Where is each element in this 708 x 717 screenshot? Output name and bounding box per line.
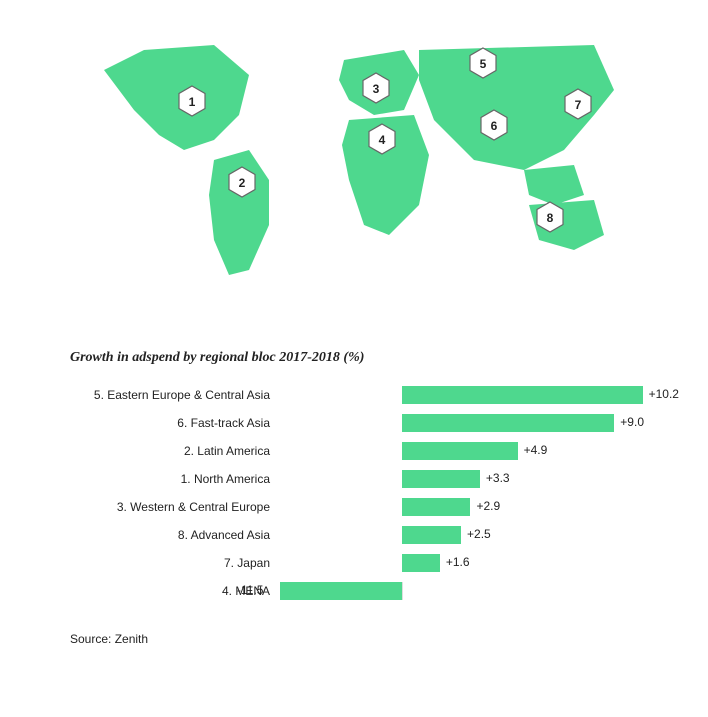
bar-track: +10.2 xyxy=(280,386,650,404)
bar-value: +2.5 xyxy=(467,527,491,541)
bar-value: +10.2 xyxy=(649,387,679,401)
bar-label: 3. Western & Central Europe xyxy=(70,500,280,514)
bar-chart: 5. Eastern Europe & Central Asia+10.26. … xyxy=(70,384,650,602)
bar-value: +1.6 xyxy=(446,555,470,569)
bar-row: 3. Western & Central Europe +2.9 xyxy=(70,496,650,518)
map-marker-1: 1 xyxy=(178,85,206,117)
zero-axis xyxy=(402,582,403,600)
marker-number: 7 xyxy=(575,98,582,112)
world-map: 1 2 3 4 5 6 7 8 xyxy=(74,20,634,290)
bar xyxy=(402,498,470,516)
marker-number: 6 xyxy=(491,119,498,133)
bar-value: +3.3 xyxy=(486,471,510,485)
map-marker-7: 7 xyxy=(564,88,592,120)
marker-number: 5 xyxy=(479,57,486,71)
bar-value: +4.9 xyxy=(524,443,548,457)
bar-label: 7. Japan xyxy=(70,556,280,570)
bar-row: 2. Latin America +4.9 xyxy=(70,440,650,462)
bar-label: 6. Fast-track Asia xyxy=(70,416,280,430)
bar-row: 4. MENA-11.5 xyxy=(70,580,650,602)
bar xyxy=(402,414,614,432)
bar-label: 2. Latin America xyxy=(70,444,280,458)
marker-number: 8 xyxy=(547,211,554,225)
continent-north-america xyxy=(104,45,249,150)
map-marker-6: 6 xyxy=(480,109,508,141)
bar xyxy=(280,582,402,600)
bar-track: +2.5 xyxy=(280,526,650,544)
bar-label: 1. North America xyxy=(70,472,280,486)
bar-row: 5. Eastern Europe & Central Asia+10.2 xyxy=(70,384,650,406)
bar-track: +3.3 xyxy=(280,470,650,488)
chart-title: Growth in adspend by regional bloc 2017-… xyxy=(70,350,708,366)
map-marker-4: 4 xyxy=(368,123,396,155)
bar xyxy=(402,442,518,460)
bar-row: 8. Advanced Asia +2.5 xyxy=(70,524,650,546)
bar-track: +1.6 xyxy=(280,554,650,572)
bar xyxy=(402,554,440,572)
bar-track: +9.0 xyxy=(280,414,650,432)
bar-track: -11.5 xyxy=(280,582,650,600)
bar-value: +2.9 xyxy=(476,499,500,513)
bar-row: 7. Japan +1.6 xyxy=(70,552,650,574)
marker-number: 1 xyxy=(188,95,195,109)
bar-value: -11.5 xyxy=(237,583,263,597)
bar-value: +9.0 xyxy=(620,415,644,429)
bar-track: +2.9 xyxy=(280,498,650,516)
bar-track: +4.9 xyxy=(280,442,650,460)
world-map-svg xyxy=(74,20,634,290)
map-marker-8: 8 xyxy=(536,201,564,233)
bar-label: 8. Advanced Asia xyxy=(70,528,280,542)
bar xyxy=(402,386,643,404)
map-marker-3: 3 xyxy=(362,72,390,104)
bar-row: 1. North America +3.3 xyxy=(70,468,650,490)
marker-number: 4 xyxy=(379,133,386,147)
source-label: Source: Zenith xyxy=(70,632,708,646)
continent-se-asia xyxy=(524,165,584,205)
map-marker-2: 2 xyxy=(228,166,256,198)
bar xyxy=(402,470,480,488)
marker-number: 3 xyxy=(373,82,380,96)
bar-row: 6. Fast-track Asia +9.0 xyxy=(70,412,650,434)
marker-number: 2 xyxy=(239,176,246,190)
map-marker-5: 5 xyxy=(469,47,497,79)
bar xyxy=(402,526,461,544)
bar-label: 5. Eastern Europe & Central Asia xyxy=(70,388,280,402)
